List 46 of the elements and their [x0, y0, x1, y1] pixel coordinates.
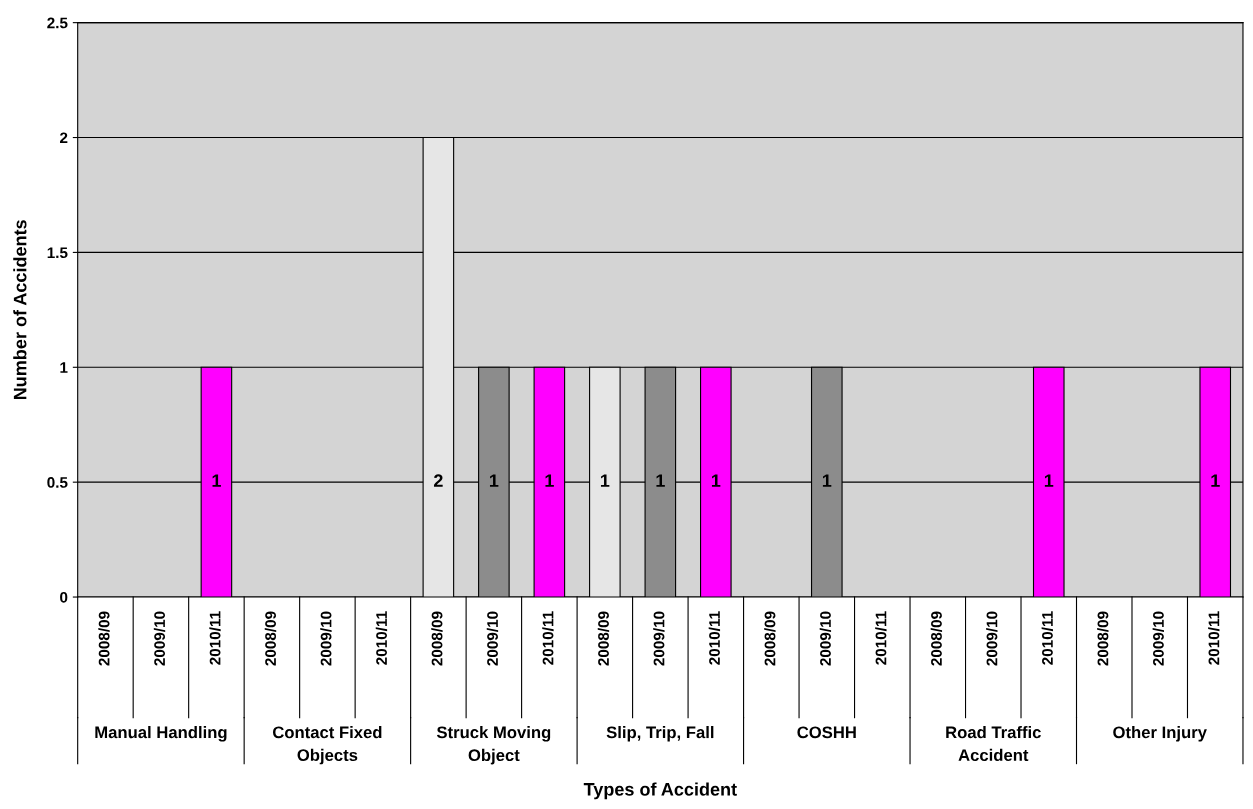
x-tick-label: 2009/10 [986, 611, 998, 666]
data-label: 1 [711, 474, 721, 487]
x-tick-label: 2008/09 [264, 611, 277, 666]
y-axis-title: Number of Accidents [13, 220, 27, 400]
data-label: 1 [489, 474, 499, 487]
x-tick-label: 2010/11 [708, 611, 721, 665]
x-tick-label: 2009/10 [819, 611, 832, 666]
y-tick-label: 0.5 [47, 477, 68, 488]
y-tick-label: 1 [60, 362, 68, 373]
x-tick-label: 2009/10 [486, 611, 499, 666]
x-tick-label: 2009/10 [320, 611, 332, 666]
y-tick-label: 1.5 [47, 247, 68, 259]
text: Slip, Trip, Fall [606, 726, 714, 742]
x-tick-label: 2010/11 [875, 611, 887, 665]
x-tick-label: 2008/09 [930, 611, 943, 666]
x-tick-label: 2010/11 [209, 611, 221, 665]
x-tick-label: 2008/09 [98, 611, 110, 666]
x-tick-label: 2008/09 [764, 611, 776, 666]
x-tick-label: 2008/09 [431, 611, 443, 666]
x-tick-label: 2008/09 [1097, 611, 1109, 666]
y-tick-label: 2.5 [47, 17, 68, 29]
data-label: 1 [822, 474, 832, 487]
text: Road Traffic Accident [946, 726, 1041, 762]
text: Other Injury [1113, 726, 1207, 742]
data-label: 1 [545, 474, 554, 487]
data-label: 1 [656, 474, 665, 487]
y-tick-label: 2 [60, 132, 68, 144]
text: Manual Handling [95, 726, 227, 742]
text: Struck Moving Object [436, 726, 551, 765]
x-tick-label: 2010/11 [1208, 611, 1220, 665]
x-tick-label: 2010/11 [542, 611, 554, 665]
data-label: 2 [433, 474, 443, 487]
x-tick-label: 2009/10 [653, 611, 665, 666]
x-tick-label: 2009/10 [153, 611, 166, 666]
x-tick-label: 2010/11 [375, 611, 388, 665]
text: Types of Accident [583, 782, 737, 800]
x-tick-label: 2009/10 [1152, 611, 1164, 666]
data-label: 1 [1211, 474, 1220, 487]
text: COSHH [797, 726, 856, 739]
x-tick-label: 2008/09 [597, 611, 610, 666]
y-tick-label: 0 [60, 591, 68, 603]
data-label: 1 [1044, 474, 1054, 487]
data-label: 1 [600, 474, 610, 487]
x-tick-label: 2010/11 [1041, 611, 1054, 665]
text: Contact Fixed Objects [272, 726, 382, 765]
data-label: 1 [212, 474, 221, 487]
